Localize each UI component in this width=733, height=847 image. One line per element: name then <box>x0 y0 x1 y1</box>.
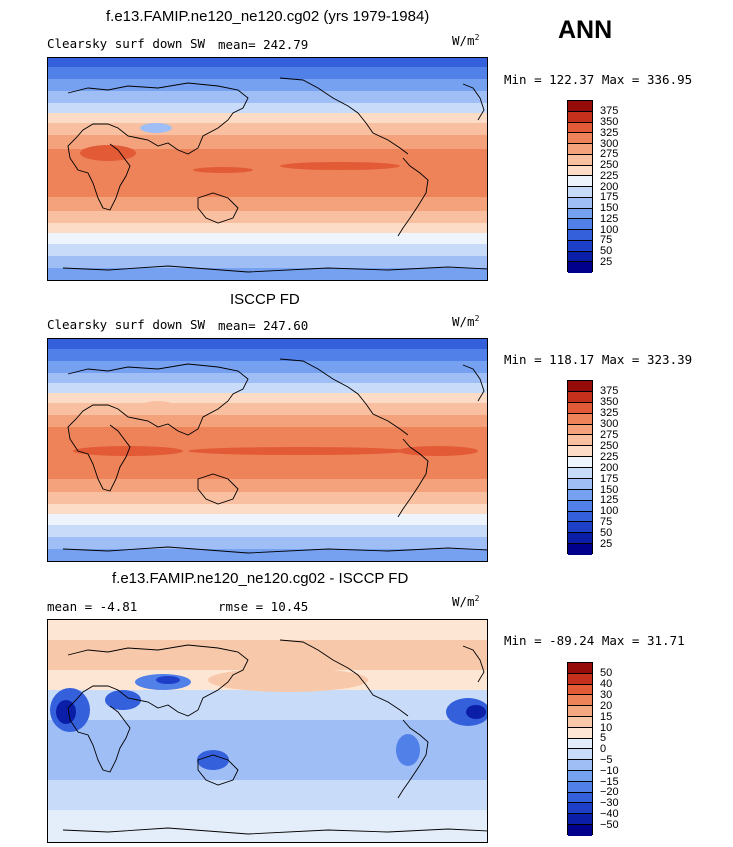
panel2-colorbar-label: 125 <box>600 494 619 506</box>
panel1-colorbar-label: 275 <box>600 148 619 160</box>
panel2-mean: mean= 247.60 <box>218 318 309 333</box>
panel1-map-field <box>48 58 487 280</box>
panel2-colorbar-label: 275 <box>600 429 619 441</box>
panel1-colorbar-label: 300 <box>600 138 619 150</box>
panel2-colorbar-label: 300 <box>600 418 619 430</box>
panel1-colorbar <box>567 100 593 273</box>
panel2-colorbar <box>567 380 593 555</box>
panel1-colorbar-label: 100 <box>600 224 619 236</box>
panel3-title: f.e13.FAMIP.ne120_ne120.cg02 - ISCCP FD <box>112 570 409 587</box>
panel2-colorbar-label: 150 <box>600 484 619 496</box>
panel1-units: W/m2 <box>452 33 480 49</box>
panel3-colorbar-label: 40 <box>600 678 613 690</box>
panel2-colorbar-label: 250 <box>600 440 619 452</box>
panel2-title: ISCCP FD <box>230 291 300 308</box>
panel3-colorbar-label: −20 <box>600 786 619 798</box>
panel3-minmax: Min = -89.24 Max = 31.71 <box>504 633 685 648</box>
panel1-mean: mean= 242.79 <box>218 37 309 52</box>
panel3-colorbar-label: −30 <box>600 797 619 809</box>
panel1-colorbar-label: 200 <box>600 181 619 193</box>
panel1-colorbar-label: 325 <box>600 127 619 139</box>
panel1-colorbar-label: 250 <box>600 159 619 171</box>
panel3-map-field <box>48 620 487 842</box>
panel3-colorbar-label: 5 <box>600 732 607 744</box>
panel3-map <box>47 619 488 843</box>
panel3-colorbar-label: −50 <box>600 819 619 831</box>
panel1-colorbar-label: 25 <box>600 256 613 268</box>
panel2-map-field <box>48 339 487 561</box>
panel1-variable: Clearsky surf down SW <box>47 36 206 51</box>
panel1-colorbar-label: 150 <box>600 202 619 214</box>
panel2-colorbar-label: 325 <box>600 407 619 419</box>
panel2-variable: Clearsky surf down SW <box>47 317 206 332</box>
panel1-minmax: Min = 122.37 Max = 336.95 <box>504 72 693 87</box>
panel2-units: W/m2 <box>452 314 480 330</box>
panel2-coastlines <box>62 358 487 554</box>
panel3-colorbar <box>567 662 593 836</box>
panel2-colorbar-label: 175 <box>600 473 619 485</box>
season-label: ANN <box>558 16 613 44</box>
panel1-colorbar-label: 125 <box>600 213 619 225</box>
panel1-colorbar-label: 375 <box>600 105 619 117</box>
panel3-colorbar-label: 15 <box>600 711 613 723</box>
panel3-colorbar-label: 20 <box>600 700 613 712</box>
panel3-colorbar-label: 0 <box>600 743 607 755</box>
panel2-colorbar-label: 350 <box>600 396 619 408</box>
panel3-rmse: rmse = 10.45 <box>218 599 309 614</box>
panel3-units: W/m2 <box>452 594 480 610</box>
panel2-colorbar-label: 375 <box>600 385 619 397</box>
panel3-coastlines <box>62 639 487 835</box>
panel1-title: f.e13.FAMIP.ne120_ne120.cg02 (yrs 1979-1… <box>106 8 430 25</box>
panel2-colorbar-label: 50 <box>600 527 613 539</box>
panel1-colorbar-label: 225 <box>600 170 619 182</box>
panel3-colorbar-label: 30 <box>600 689 613 701</box>
panel3-colorbar-label: −15 <box>600 776 619 788</box>
panel3-colorbar-label: −5 <box>600 754 613 766</box>
panel3-colorbar-label: −40 <box>600 808 619 820</box>
panel2-colorbar-label: 225 <box>600 451 619 463</box>
panel2-colorbar-label: 25 <box>600 538 613 550</box>
panel2-map <box>47 338 488 562</box>
panel2-colorbar-label: 200 <box>600 462 619 474</box>
panel1-map <box>47 57 488 281</box>
panel3-colorbar-label: −10 <box>600 765 619 777</box>
panel3-colorbar-label: 50 <box>600 667 613 679</box>
panel2-minmax: Min = 118.17 Max = 323.39 <box>504 352 693 367</box>
panel1-colorbar-label: 75 <box>600 234 613 246</box>
panel3-colorbar-label: 10 <box>600 722 613 734</box>
panel3-mean: mean = -4.81 <box>47 599 138 614</box>
panel2-colorbar-label: 75 <box>600 516 613 528</box>
panel1-colorbar-label: 50 <box>600 245 613 257</box>
panel2-colorbar-label: 100 <box>600 505 619 517</box>
panel1-colorbar-label: 175 <box>600 191 619 203</box>
panel1-colorbar-label: 350 <box>600 116 619 128</box>
panel1-coastlines <box>62 77 487 273</box>
